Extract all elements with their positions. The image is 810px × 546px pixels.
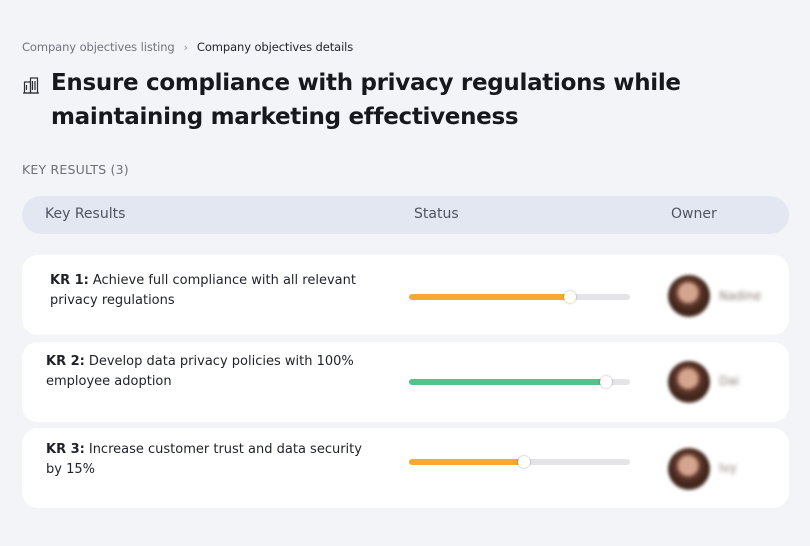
column-header-owner[interactable]: Owner — [671, 206, 717, 222]
building-icon — [23, 77, 39, 94]
progress-bar — [409, 376, 630, 388]
progress-slider-handle[interactable] — [599, 376, 612, 388]
key-result-id: KR 1: — [50, 273, 89, 288]
progress-fill — [409, 459, 524, 465]
avatar — [668, 448, 710, 490]
progress-fill — [409, 379, 606, 385]
progress-slider-handle[interactable] — [564, 291, 577, 303]
key-results-table-header: Key Results Status Owner — [22, 196, 789, 234]
key-result-text: Achieve full compliance with all relevan… — [50, 273, 356, 308]
breadcrumb-separator: › — [183, 40, 188, 54]
progress-bar — [409, 291, 630, 303]
key-result-text: Increase customer trust and data securit… — [46, 442, 362, 477]
key-result-description: KR 3: Increase customer trust and data se… — [46, 440, 366, 480]
key-result-row[interactable]: KR 1: Achieve full compliance with all re… — [22, 255, 789, 335]
progress-fill — [409, 294, 571, 300]
owner-name: Nadine — [719, 289, 762, 303]
owner-name: Ivy — [719, 461, 737, 475]
progress-slider-handle[interactable] — [517, 456, 530, 468]
column-header-key-results[interactable]: Key Results — [45, 206, 126, 222]
progress-bar — [409, 456, 630, 468]
key-result-id: KR 2: — [46, 354, 85, 369]
key-result-description: KR 1: Achieve full compliance with all re… — [50, 271, 370, 311]
page-title-row: Ensure compliance with privacy regulatio… — [22, 66, 792, 134]
owner-name: Dai — [719, 374, 739, 388]
column-header-status[interactable]: Status — [414, 206, 459, 222]
key-result-row[interactable]: KR 3: Increase customer trust and data se… — [22, 428, 789, 508]
breadcrumb-current: Company objectives details — [196, 40, 354, 54]
breadcrumb: Company objectives listing › Company obj… — [22, 40, 353, 54]
key-results-section-label: KEY RESULTS (3) — [22, 162, 129, 177]
avatar — [668, 275, 710, 317]
key-result-row[interactable]: KR 2: Develop data privacy policies with … — [22, 342, 789, 422]
page-title: Ensure compliance with privacy regulatio… — [51, 70, 681, 130]
key-result-text: Develop data privacy policies with 100% … — [46, 354, 354, 389]
avatar — [668, 361, 710, 403]
breadcrumb-link-objectives-listing[interactable]: Company objectives listing — [22, 40, 175, 54]
key-result-description: KR 2: Develop data privacy policies with … — [46, 352, 366, 392]
key-result-id: KR 3: — [46, 442, 85, 457]
